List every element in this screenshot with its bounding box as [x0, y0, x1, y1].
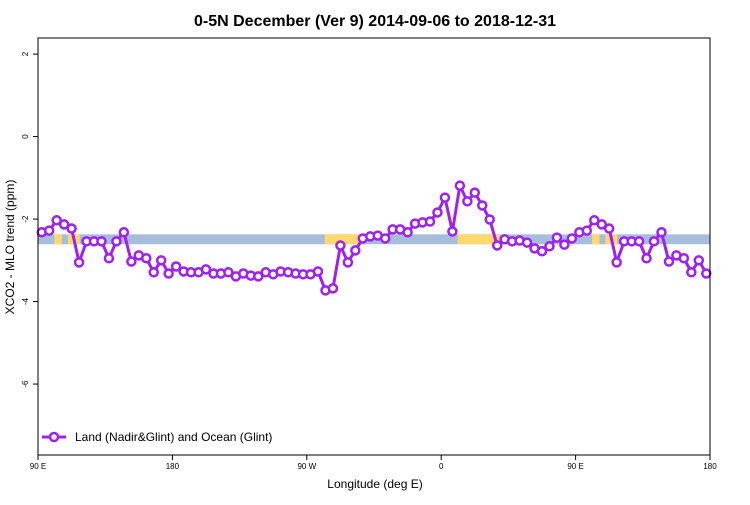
data-point	[327, 283, 339, 294]
data-point	[118, 227, 130, 238]
data-point	[66, 223, 77, 234]
axis-ticks: 90 E 180 90 W 0 90 E 180 2 0 -2 -4 -6	[21, 51, 717, 471]
plot-frame	[37, 37, 711, 456]
data-point	[96, 236, 107, 247]
data-point	[148, 267, 159, 278]
legend: Land (Nadir&Glint) and Ocean (Glint)	[42, 430, 272, 444]
data-point	[200, 264, 212, 275]
data-point	[424, 216, 436, 227]
data-point	[648, 236, 660, 247]
data-point	[335, 240, 346, 251]
x-tick-label: 90 W	[297, 462, 316, 471]
land-band-segment	[54, 234, 62, 245]
data-point	[603, 223, 615, 234]
data-point	[447, 226, 458, 237]
y-tick-label: -6	[21, 380, 30, 388]
x-tick-label: 180	[703, 462, 717, 471]
data-point	[656, 227, 667, 238]
data-point	[379, 233, 391, 244]
x-tick-label: 90 E	[30, 462, 46, 471]
y-tick-label: 0	[21, 134, 30, 139]
data-point	[350, 245, 361, 256]
data-point	[491, 240, 503, 251]
x-axis-label: Longitude (deg E)	[327, 477, 422, 491]
data-point	[663, 256, 675, 267]
data-point	[454, 180, 466, 191]
data-point	[559, 239, 570, 250]
data-point	[693, 255, 705, 266]
data-point	[596, 219, 607, 230]
data-point	[589, 215, 600, 226]
data-point	[43, 225, 55, 236]
data-point	[686, 267, 697, 278]
y-tick-label: -2	[21, 215, 30, 223]
data-point	[611, 257, 622, 268]
data-point	[342, 257, 354, 268]
data-point	[477, 200, 488, 211]
data-point	[439, 192, 451, 203]
data-point	[58, 219, 70, 230]
data-point	[641, 253, 652, 264]
x-tick-label: 180	[166, 462, 180, 471]
land-band-segment	[592, 234, 600, 245]
land-band-segment	[324, 234, 363, 245]
y-tick-label: 2	[21, 51, 30, 56]
data-point	[312, 266, 324, 277]
data-point	[141, 253, 152, 264]
data-point	[402, 227, 413, 238]
y-axis-label: XCO2 - MLO trend (ppm)	[3, 180, 17, 315]
series-line	[36, 180, 712, 296]
data-point	[551, 232, 563, 243]
data-point	[51, 215, 62, 226]
data-point	[155, 255, 167, 266]
legend-label: Land (Nadir&Glint) and Ocean (Glint)	[75, 430, 272, 444]
data-point	[163, 268, 174, 279]
data-point	[566, 233, 578, 244]
data-point	[484, 214, 495, 225]
data-point	[521, 237, 533, 248]
land-band-segment	[457, 234, 500, 245]
data-point	[223, 267, 234, 278]
data-point	[432, 207, 443, 218]
data-point	[170, 261, 182, 272]
data-point	[678, 253, 690, 264]
data-point	[701, 268, 712, 279]
data-point	[103, 253, 115, 264]
y-tick-label: -4	[21, 297, 30, 305]
data-point	[462, 196, 473, 207]
x-tick-label: 90 E	[567, 462, 583, 471]
x-tick-label: 0	[439, 462, 444, 471]
data-point	[633, 236, 645, 247]
data-point	[469, 187, 481, 198]
data-point	[111, 236, 122, 247]
data-point	[126, 256, 137, 267]
data-point	[544, 241, 555, 252]
data-point	[73, 257, 85, 268]
data-point	[536, 245, 548, 257]
data-point	[253, 271, 264, 282]
legend-marker	[48, 431, 60, 443]
data-point	[581, 225, 593, 236]
chart-title: 0-5N December (Ver 9) 2014-09-06 to 2018…	[194, 13, 556, 30]
